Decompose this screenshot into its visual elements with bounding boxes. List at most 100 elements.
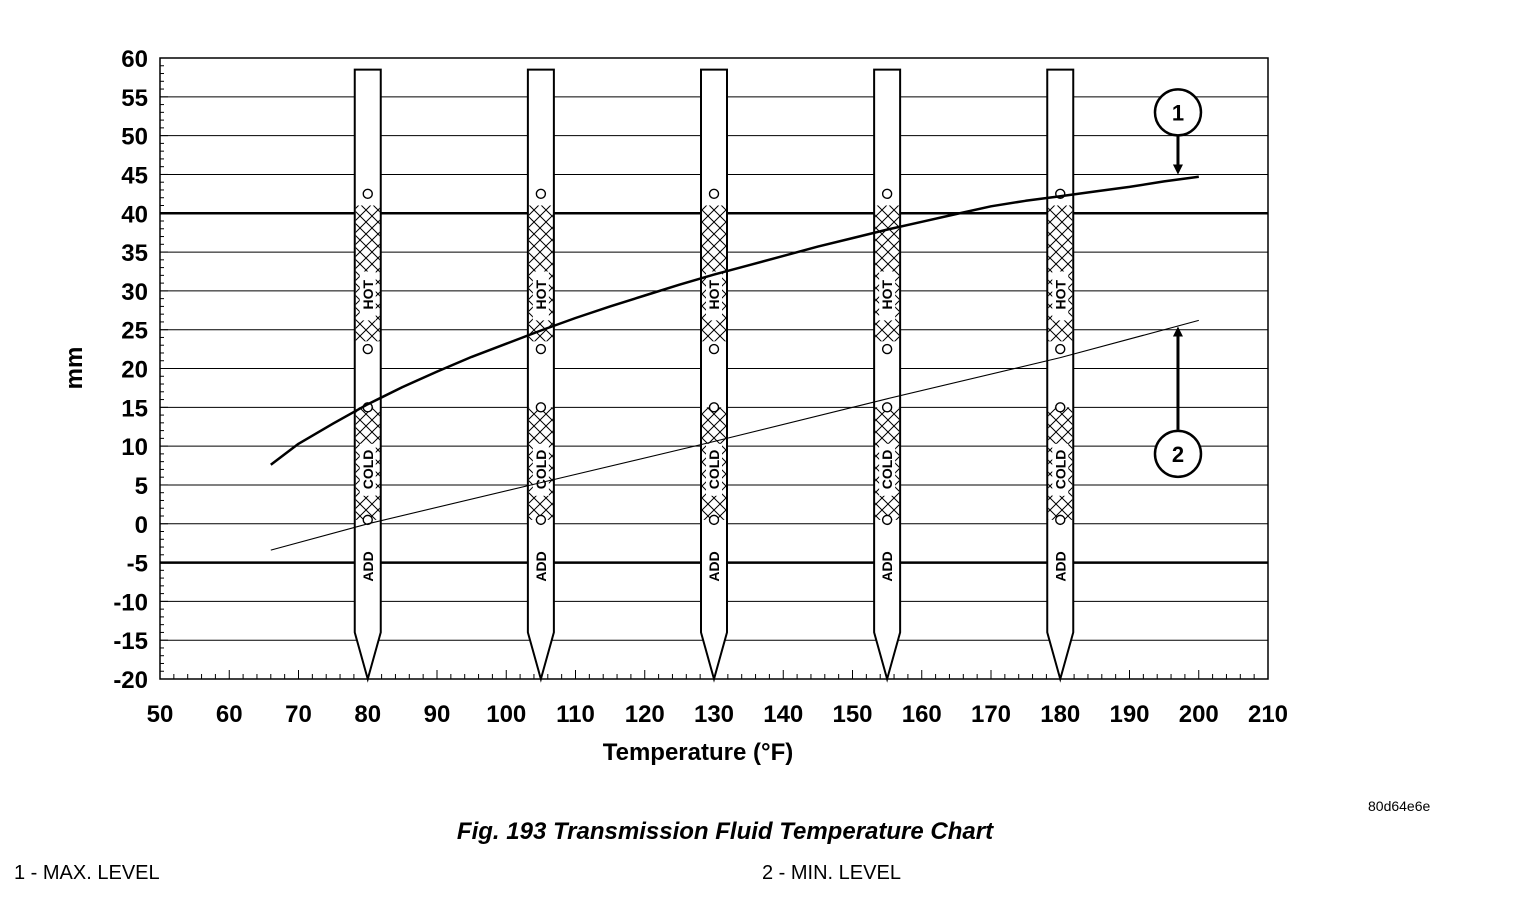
dipstick: HOT COLD ADD (526, 68, 555, 683)
cold-label-bg (359, 443, 376, 496)
x-tick-label: 70 (285, 701, 312, 728)
legend-min-level: 2 - MIN. LEVEL (762, 862, 901, 884)
dipsticks: HOT COLD ADD HOT COLD ADD HOT COLD ADD HOT COLD ADD… (353, 68, 1075, 683)
add-label: ADD (706, 551, 722, 581)
dipstick-hole (881, 402, 893, 413)
hot-label: HOT (360, 280, 376, 310)
legend-max-level: 1 - MAX. LEVEL (14, 862, 160, 884)
y-tick-label: -20 (113, 667, 148, 694)
dipstick-hole (1055, 402, 1066, 413)
add-label: ADD (360, 551, 376, 581)
dipstick-hole (362, 343, 373, 355)
dipstick-hole (1055, 343, 1066, 355)
cold-label-bg (706, 443, 722, 496)
x-tick-label: 50 (147, 701, 174, 728)
dipstick-body (526, 68, 555, 683)
dipstick-body (1046, 68, 1075, 683)
y-tick-label: 15 (121, 395, 148, 422)
cold-label: COLD (879, 450, 895, 490)
tick-labels: 50 60 70 80 90 100 110 120 130 140 150 160 170 180 190… (113, 46, 1288, 728)
dipstick-hole (881, 343, 893, 355)
dipstick-body (700, 68, 728, 683)
series-lines (270, 175, 1199, 551)
dipstick-hole (881, 514, 893, 526)
hot-label: HOT (706, 280, 722, 310)
x-tick-label: 170 (971, 701, 1011, 728)
y-tick-label: 55 (121, 85, 148, 112)
y-tick-label: -5 (127, 551, 148, 578)
x-axis-label: Temperature (°F) (603, 739, 794, 766)
callout-2: 2 (1153, 326, 1203, 479)
cold-label-bg (1052, 443, 1069, 496)
dipstick-hole (535, 402, 547, 413)
callout-2-circle (1153, 429, 1203, 479)
x-tick-label: 190 (1109, 701, 1149, 728)
hot-label: HOT (1052, 280, 1068, 310)
dipstick-body (873, 68, 902, 683)
x-tick-label: 100 (486, 701, 526, 728)
x-tick-label: 130 (694, 701, 734, 728)
hot-label-bg (532, 271, 549, 321)
callout-2-number: 2 (1172, 442, 1184, 467)
dipstick-hole (881, 188, 893, 200)
dipstick: HOT COLD ADD (873, 68, 902, 683)
dipstick-hole (708, 188, 720, 200)
figure-id: 80d64e6e (1368, 798, 1431, 814)
callouts: 12 (1153, 88, 1203, 479)
y-tick-label: -10 (113, 589, 148, 616)
dipstick-hole (535, 514, 547, 526)
dipstick-hole (1055, 514, 1066, 526)
callout-1: 1 (1153, 88, 1203, 175)
plot-frame (159, 57, 1269, 680)
x-tick-label: 200 (1179, 701, 1219, 728)
dipstick: HOT COLD ADD (700, 68, 728, 683)
hot-label-bg (879, 271, 896, 321)
x-tick-label: 160 (902, 701, 942, 728)
add-label: ADD (879, 551, 895, 581)
y-tick-label: 10 (121, 434, 148, 461)
x-tick-label: 90 (424, 701, 451, 728)
dipstick: HOT COLD ADD (353, 68, 382, 683)
dipstick-hole (708, 514, 720, 526)
cold-label: COLD (1052, 450, 1068, 490)
plot-border (159, 57, 1269, 680)
max-level-line (270, 175, 1199, 466)
dipstick-hole (362, 188, 373, 200)
y-tick-label: 35 (121, 240, 148, 267)
y-tick-label: 0 (135, 512, 148, 539)
cold-label: COLD (706, 450, 722, 490)
y-tick-label: 5 (135, 473, 148, 500)
dipstick-hole (535, 188, 547, 200)
y-axis-label: mm (61, 347, 88, 390)
hot-label: HOT (533, 280, 549, 310)
dipstick-hole (708, 402, 720, 413)
add-label: ADD (1052, 551, 1068, 581)
hot-label-bg (706, 271, 722, 321)
x-tick-label: 180 (1040, 701, 1080, 728)
y-tick-label: 30 (121, 279, 148, 306)
y-tick-label: 60 (121, 46, 148, 73)
y-tick-label: 40 (121, 201, 148, 228)
y-tick-label: 45 (121, 162, 148, 189)
add-label: ADD (533, 551, 549, 581)
y-tick-label: 50 (121, 124, 148, 151)
x-tick-label: 140 (763, 701, 803, 728)
cold-label: COLD (533, 450, 549, 490)
figure-caption: Fig. 193 Transmission Fluid Temperature … (456, 818, 994, 845)
y-tick-label: -15 (113, 628, 148, 655)
hot-label: HOT (879, 280, 895, 310)
dipstick-hole (535, 343, 547, 355)
callout-1-number: 1 (1172, 100, 1184, 125)
x-tick-label: 60 (216, 701, 243, 728)
callout-1-circle (1153, 88, 1203, 137)
x-tick-label: 150 (832, 701, 872, 728)
x-tick-label: 110 (556, 701, 595, 728)
dipstick: HOT COLD ADD (1046, 68, 1075, 683)
cold-label: COLD (360, 450, 376, 490)
dipstick-body (353, 68, 382, 683)
dipstick-hole (708, 343, 720, 355)
cold-label-bg (879, 443, 896, 496)
x-tick-label: 80 (354, 701, 381, 728)
x-tick-label: 210 (1248, 701, 1288, 728)
